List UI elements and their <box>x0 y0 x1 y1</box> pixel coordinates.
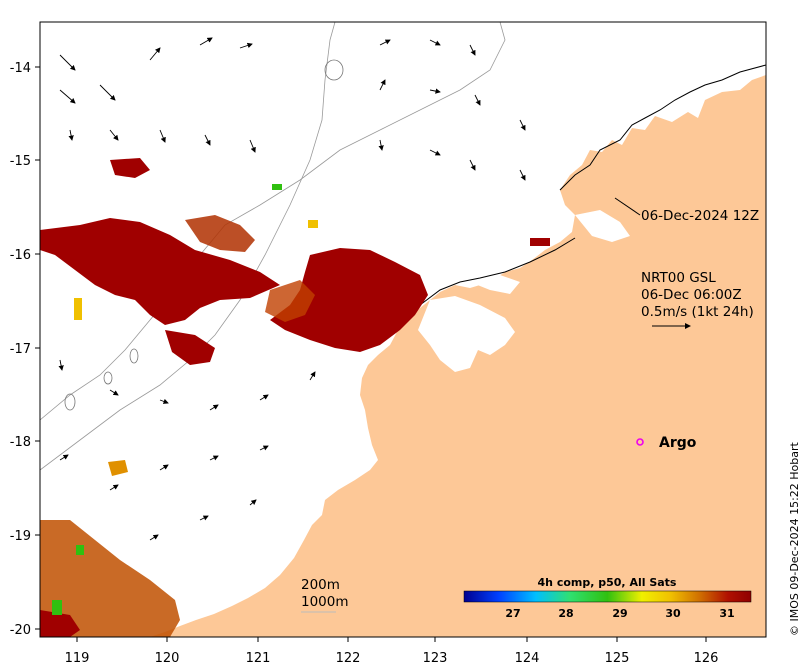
lon-tick-label: 126 <box>694 651 719 666</box>
lat-tick-label: -18 <box>10 435 31 450</box>
lon-tick-label: 125 <box>605 651 630 666</box>
current-time-label: 06-Dec 06:00Z <box>641 287 742 303</box>
lon-tick-label: 120 <box>155 651 180 666</box>
lon-tick-label: 123 <box>423 651 448 666</box>
lat-tick-label: -14 <box>10 61 31 76</box>
current-vectors <box>58 37 526 541</box>
coastline-date-label: 06-Dec-2024 12Z <box>641 208 759 224</box>
lat-tick-label: -20 <box>10 623 31 638</box>
lat-tick-label: -19 <box>10 529 31 544</box>
colorbar-tick-label: 31 <box>719 607 734 620</box>
colorbar-tick-label: 30 <box>665 607 681 620</box>
lon-tick-label: 122 <box>336 651 361 666</box>
colorbar-tick-label: 29 <box>612 607 627 620</box>
lon-tick-label: 124 <box>515 651 540 666</box>
current-scale-label: 0.5m/s (1kt 24h) <box>641 304 754 320</box>
lon-tick-label: 121 <box>246 651 271 666</box>
argo-label: Argo <box>659 435 697 451</box>
colorbar-tick-label: 28 <box>558 607 573 620</box>
sst-colorbar: 4h comp, p50, All Sats 27 28 29 30 31 <box>463 576 752 620</box>
colorbar-title: 4h comp, p50, All Sats <box>538 576 677 589</box>
sst-patches <box>40 158 550 637</box>
lon-axis: 119 120 121 122 123 124 125 126 <box>65 651 719 666</box>
imos-credit: © IMOS 09-Dec-2024 15:22 Hobart <box>788 441 801 636</box>
lat-axis: -14 -15 -16 -17 -18 -19 -20 <box>10 61 31 638</box>
isobath-200-label: 200m <box>301 577 340 593</box>
colorbar-tick-label: 27 <box>505 607 520 620</box>
current-product-label: NRT00 GSL <box>641 270 716 286</box>
argo-marker-icon <box>636 438 644 446</box>
isobath-1000-label: 1000m <box>301 594 349 610</box>
lon-tick-label: 119 <box>65 651 90 666</box>
lat-tick-label: -15 <box>10 154 31 169</box>
lat-tick-label: -16 <box>10 248 31 263</box>
lat-tick-label: -17 <box>10 342 31 357</box>
